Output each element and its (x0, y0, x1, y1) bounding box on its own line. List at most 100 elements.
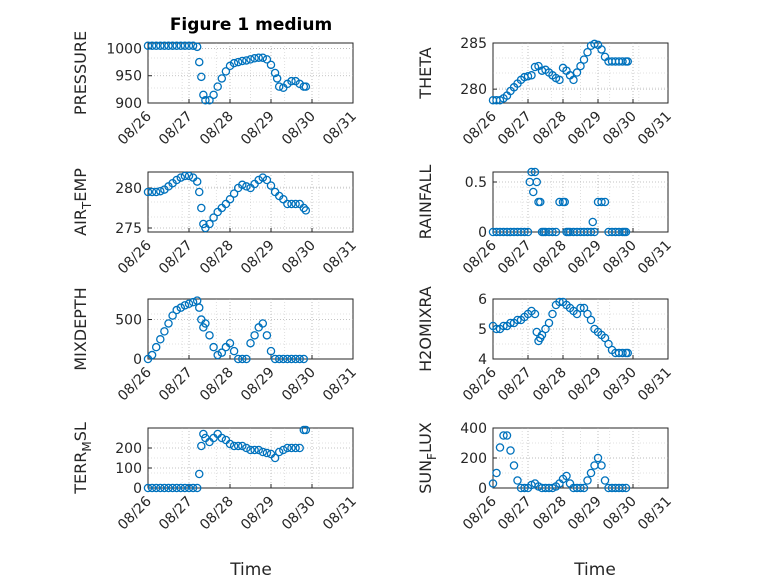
data-point (143, 187, 153, 197)
data-point (233, 354, 243, 364)
y-tick-label: 280 (460, 82, 487, 98)
data-point (151, 483, 161, 493)
data-point (194, 303, 204, 312)
data-point (299, 354, 309, 364)
data-point (495, 443, 505, 452)
x-tick-label: 08/31 (320, 238, 360, 278)
data-point (590, 227, 599, 237)
data-point (164, 483, 173, 493)
y-axis-label: THETA (416, 47, 435, 99)
data-point (213, 350, 222, 360)
data-point (529, 187, 538, 197)
data-point (544, 318, 554, 328)
data-point (164, 319, 173, 328)
data-point (180, 41, 190, 50)
data-point (217, 74, 227, 83)
x-axis-label-left: Time (229, 560, 272, 580)
y-axis-label: AIRTEMP (71, 168, 94, 236)
x-tick-label: 08/29 (565, 109, 605, 149)
x-tick-label: 08/30 (600, 365, 640, 405)
x-tick-label: 08/28 (197, 109, 237, 149)
data-point (623, 348, 633, 358)
data-point (621, 483, 631, 493)
data-point (229, 346, 239, 356)
data-point (188, 41, 198, 50)
y-tick-label: 400 (460, 421, 487, 437)
data-point (254, 445, 263, 455)
data-point (506, 318, 515, 328)
data-point (225, 338, 235, 348)
data-point (621, 227, 631, 237)
data-point (209, 342, 218, 352)
data-point (192, 483, 202, 493)
x-tick-label: 08/31 (635, 365, 675, 405)
data-point (492, 468, 501, 478)
data-point (499, 321, 508, 331)
data-point (246, 338, 255, 348)
data-point (283, 199, 292, 209)
data-point (209, 90, 218, 100)
data-point (199, 90, 208, 100)
x-tick-label: 08/31 (635, 238, 675, 278)
data-point (279, 354, 288, 364)
data-point (287, 354, 296, 364)
data-point (262, 448, 272, 458)
series-points (488, 431, 631, 493)
data-point (197, 441, 206, 451)
data-point (583, 476, 592, 485)
data-point (597, 45, 606, 54)
data-point (520, 227, 529, 237)
data-point (217, 348, 227, 357)
data-point (213, 82, 222, 91)
data-point (530, 167, 540, 177)
data-point (560, 197, 570, 207)
data-point (188, 297, 198, 307)
data-point (287, 199, 296, 209)
data-point (618, 483, 627, 493)
data-point (192, 42, 202, 52)
x-tick-label: 08/30 (600, 109, 640, 149)
data-point (287, 76, 296, 86)
x-tick-label: 08/27 (156, 238, 196, 278)
x-tick-label: 08/28 (197, 494, 237, 534)
data-point (238, 354, 247, 364)
data-point (509, 461, 519, 470)
data-point (623, 57, 633, 66)
data-point (532, 177, 542, 187)
x-tick-label: 08/27 (495, 238, 535, 278)
data-point (618, 57, 627, 66)
y-tick-label: 0 (133, 352, 142, 368)
x-tick-label: 08/26 (460, 237, 500, 277)
data-point (488, 479, 498, 488)
data-point (180, 483, 190, 493)
y-tick-label: 280 (115, 181, 142, 197)
data-point (242, 354, 251, 364)
x-tick-label: 08/26 (115, 237, 155, 277)
data-point (548, 227, 557, 237)
grid (493, 428, 668, 488)
x-tick-label: 08/29 (565, 238, 605, 278)
data-point (147, 187, 157, 197)
data-point (209, 213, 218, 222)
data-point (562, 471, 571, 481)
x-tick-label: 08/31 (320, 365, 360, 405)
x-tick-label: 08/29 (238, 494, 278, 534)
data-point (593, 453, 603, 463)
y-tick-label: 6 (478, 292, 487, 308)
data-point (184, 41, 194, 50)
data-point (225, 194, 235, 204)
data-point (579, 55, 589, 64)
data-point (279, 445, 288, 455)
grid (493, 172, 668, 232)
data-point (168, 311, 177, 320)
data-point (270, 68, 280, 78)
data-point (242, 182, 251, 191)
x-tick-label: 08/27 (156, 365, 196, 405)
series-points (488, 39, 633, 105)
data-point (176, 41, 186, 50)
data-point (270, 453, 280, 463)
data-point (270, 354, 280, 364)
data-point (590, 39, 599, 49)
